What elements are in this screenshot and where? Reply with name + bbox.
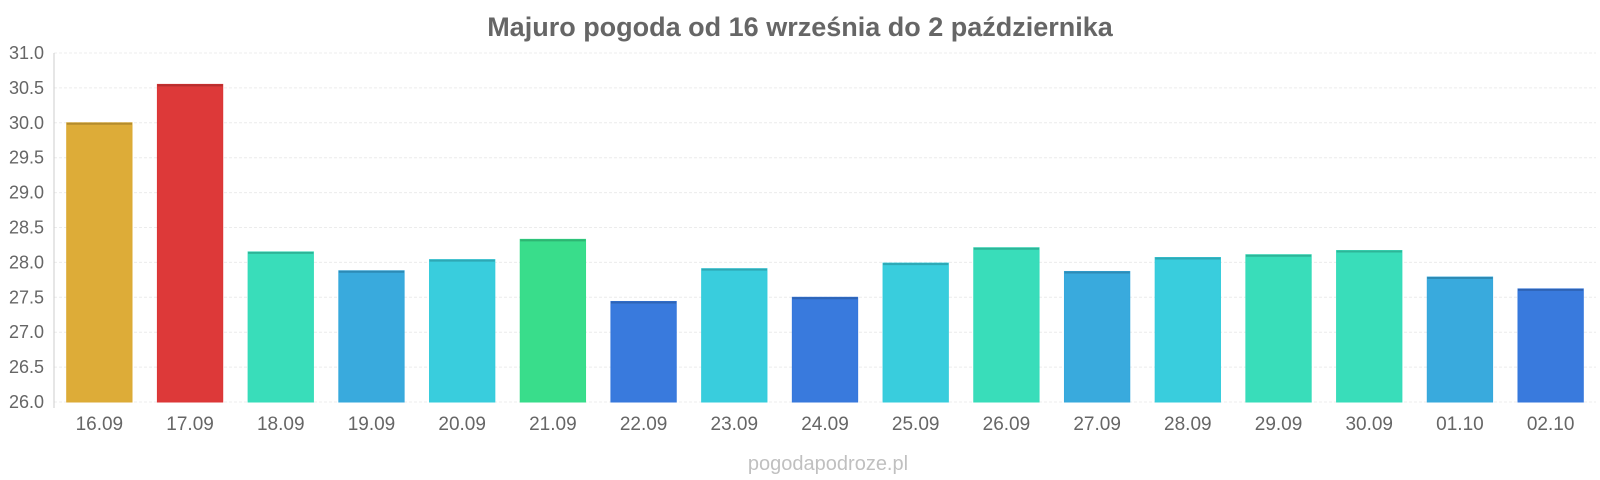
y-tick-label: 29.0 (9, 183, 44, 203)
bar (701, 268, 768, 403)
x-tick-label: 29.09 (1255, 414, 1303, 435)
bar (610, 300, 677, 403)
y-tick-label: 29.5 (9, 148, 44, 168)
y-tick-label: 28.5 (9, 218, 44, 238)
x-tick-label: 23.09 (711, 414, 759, 435)
x-tick-label: 02.10 (1527, 414, 1575, 435)
bar (882, 262, 949, 403)
bar (1426, 276, 1494, 403)
bar (1517, 288, 1584, 403)
bar (338, 270, 405, 403)
y-tick-label: 31.0 (9, 43, 44, 63)
x-tick-labels: 16.09 17.09 18.09 19.09 20.09 21.09 22.09 23.09… (76, 414, 1575, 435)
x-tick-label: 17.09 (166, 414, 214, 435)
bar (973, 247, 1040, 403)
x-tick-label: 22.09 (620, 414, 668, 435)
y-tick-label: 30.0 (9, 113, 44, 133)
x-tick-label: 26.09 (983, 414, 1031, 435)
y-tick-label: 26.5 (9, 357, 44, 377)
y-tick-label: 27.5 (9, 287, 44, 307)
chart-title: Majuro pogoda od 16 września do 2 paździ… (487, 12, 1114, 42)
y-tick-label: 27.0 (9, 322, 44, 342)
x-tick-label: 19.09 (348, 414, 396, 435)
bar (1154, 257, 1221, 403)
y-tick-label: 28.0 (9, 252, 44, 272)
watermark: pogodapodroze.pl (748, 453, 908, 475)
x-tick-label: 18.09 (257, 414, 305, 435)
x-tick-label: 30.09 (1345, 414, 1393, 435)
bar (519, 238, 587, 403)
x-tick-label: 25.09 (892, 414, 940, 435)
x-tick-label: 28.09 (1164, 414, 1212, 435)
x-tick-label: 16.09 (76, 414, 124, 435)
x-tick-label: 27.09 (1073, 414, 1121, 435)
bar (1063, 270, 1131, 403)
bar (1336, 250, 1403, 403)
x-tick-label: 21.09 (529, 414, 577, 435)
bar (1245, 254, 1312, 403)
x-tick-label: 20.09 (438, 414, 486, 435)
y-tick-labels: 26.0 26.5 27.0 27.5 28.0 28.5 29.0 29.5 30.0 30.5… (9, 43, 44, 412)
y-tick-label: 26.0 (9, 392, 44, 412)
bar (247, 251, 314, 403)
bar (791, 296, 859, 403)
bar (429, 259, 496, 403)
y-tick-label: 30.5 (9, 78, 44, 98)
bar (156, 83, 224, 403)
x-tick-label: 01.10 (1436, 414, 1484, 435)
bar (66, 122, 133, 403)
x-tick-label: 24.09 (801, 414, 849, 435)
bars (66, 83, 1584, 403)
